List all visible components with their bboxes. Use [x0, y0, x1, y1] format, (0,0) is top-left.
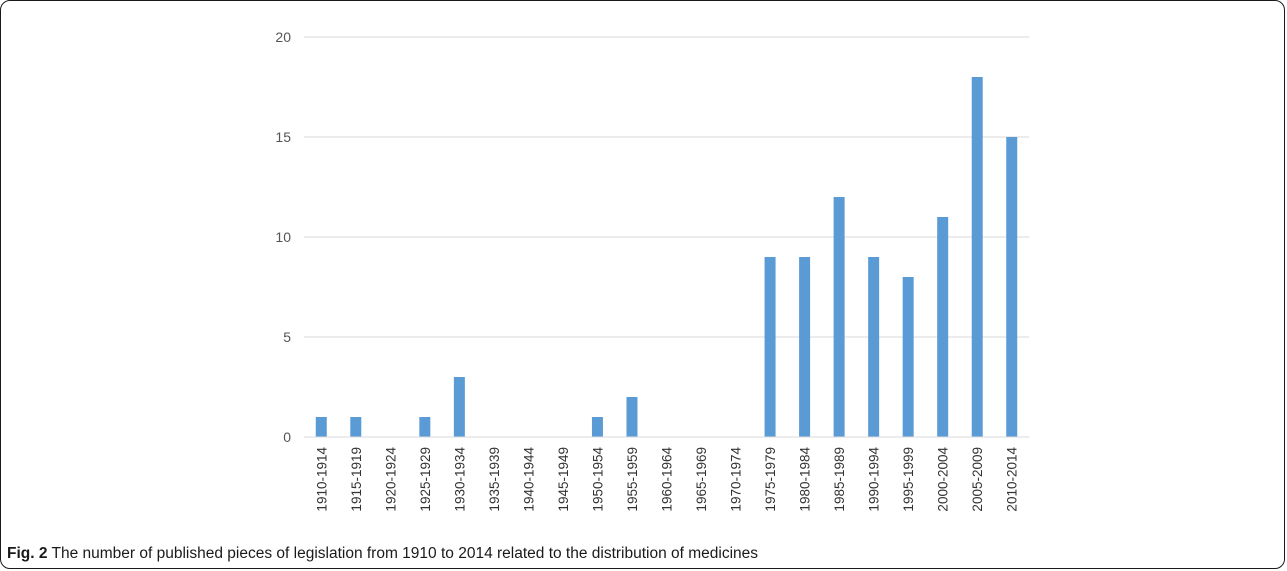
x-tick-label: 1950-1954	[590, 447, 605, 512]
x-tick-label: 1960-1964	[660, 447, 675, 512]
y-tick-label: 0	[283, 429, 291, 445]
x-axis-ticks: 1910-1914 1915-1919 1920-1924 1925-1929 1930…	[314, 447, 1019, 512]
bar-1910-1914	[315, 417, 327, 437]
bar-1990-1994	[868, 257, 880, 437]
x-tick-label: 1985-1989	[832, 447, 847, 512]
x-tick-label: 1945-1949	[556, 447, 571, 512]
y-tick-label: 20	[275, 29, 291, 45]
bar-1930-1934	[453, 377, 465, 437]
bars	[315, 77, 1018, 437]
bar-2005-2009	[971, 77, 983, 437]
figure-caption: Fig. 2 The number of published pieces of…	[7, 545, 758, 563]
bar-1995-1999	[902, 277, 914, 437]
x-tick-label: 1920-1924	[383, 447, 398, 512]
bar-1915-1919	[350, 417, 362, 437]
bar-2000-2004	[937, 217, 949, 437]
x-tick-label: 1910-1914	[314, 447, 329, 512]
x-tick-label: 1940-1944	[521, 447, 536, 512]
x-tick-label: 1980-1984	[798, 447, 813, 512]
grid-lines	[304, 36, 1029, 338]
x-tick-label: 1995-1999	[901, 447, 916, 512]
bar-1975-1979	[764, 257, 776, 437]
x-tick-label: 1975-1979	[763, 447, 778, 512]
bar-1950-1954	[591, 417, 603, 437]
y-tick-label: 5	[283, 329, 291, 345]
bar-1955-1959	[626, 397, 638, 437]
x-tick-label: 1990-1994	[867, 447, 882, 512]
y-tick-label: 15	[275, 129, 291, 145]
x-tick-label: 1935-1939	[487, 447, 502, 512]
x-tick-label: 1970-1974	[729, 447, 744, 512]
x-tick-label: 2005-2009	[970, 447, 985, 512]
bar-1985-1989	[833, 197, 845, 437]
x-tick-label: 1965-1969	[694, 447, 709, 512]
x-tick-label: 1925-1929	[418, 447, 433, 512]
x-tick-label: 2010-2014	[1005, 447, 1020, 512]
x-tick-label: 2000-2004	[936, 447, 951, 512]
x-tick-label: 1915-1919	[349, 447, 364, 512]
y-axis-ticks: 0 5 10 15 20	[275, 29, 291, 445]
bar-1980-1984	[799, 257, 811, 437]
figure-label: Fig. 2	[7, 545, 48, 562]
bar-2010-2014	[1006, 137, 1018, 437]
x-tick-label: 1955-1959	[625, 447, 640, 512]
x-tick-label: 1930-1934	[452, 447, 467, 512]
bar-1925-1929	[419, 417, 431, 437]
caption-text: The number of published pieces of legisl…	[51, 545, 759, 562]
y-tick-label: 10	[275, 229, 291, 245]
